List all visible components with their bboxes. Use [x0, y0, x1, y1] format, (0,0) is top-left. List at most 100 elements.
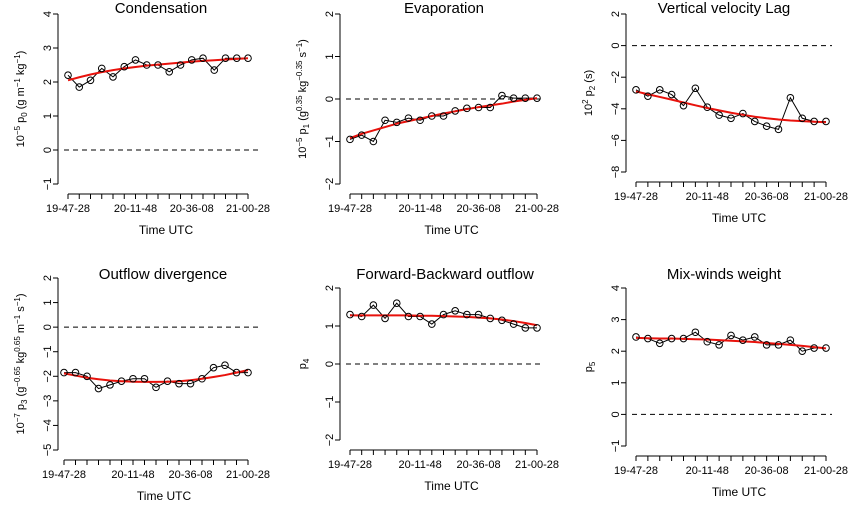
y-axis-label: p4 [297, 358, 311, 369]
data-point [739, 109, 747, 118]
y-tick-label: 0 [324, 96, 336, 102]
data-point [786, 336, 795, 344]
data-point [428, 320, 436, 328]
data-point [632, 333, 640, 341]
data-point [109, 73, 117, 81]
data-point [822, 344, 830, 352]
data-point [533, 324, 541, 332]
data-point [210, 66, 219, 74]
x-tick-label: 20-36-08 [457, 459, 501, 471]
y-tick-label: −1 [324, 396, 336, 409]
y-axis-label: 102 p2 (s) [581, 70, 597, 116]
data-point [232, 54, 241, 63]
chart-panel: Forward-Backward outflow −2 −1 0 1 2 19-47-28 2… [297, 266, 559, 493]
data-point [750, 333, 759, 341]
data-point [357, 312, 366, 321]
data-point [244, 54, 252, 63]
data-point [60, 368, 68, 377]
data-point [644, 334, 652, 343]
data-point [381, 116, 389, 125]
chart-panel: Condensation −1 0 1 2 3 4 19-47-28 20-11-48 20-36… [13, 0, 270, 237]
data-point [451, 107, 459, 115]
data-point [498, 316, 506, 325]
data-point [381, 314, 389, 323]
y-axis-label: 10−5 p1 (g0.35 kg−0.35 s−1) [295, 39, 311, 159]
data-point [810, 344, 818, 352]
data-point [439, 112, 448, 120]
data-point [679, 334, 688, 343]
y-tick-label: 0 [610, 43, 622, 49]
chart-panel: Outflow divergence −5 −4 −3 −2 −1 0 1 2 19-47-28 2… [13, 266, 270, 503]
data-point [798, 347, 807, 356]
data-point [244, 368, 252, 377]
data-point [154, 61, 162, 69]
data-point [451, 307, 459, 315]
x-tick-label: 19-47-28 [46, 203, 90, 215]
data-point [463, 310, 471, 319]
x-tick-label: 21-00-28 [515, 459, 559, 471]
y-tick-label: 1 [324, 323, 336, 329]
x-axis-label: Time UTC [712, 211, 767, 225]
chart-panel: Vertical velocity Lag −8 −6 −4 −2 0 2 19-47-28 2… [581, 0, 848, 225]
data-point [533, 94, 541, 102]
data-point [129, 374, 137, 383]
x-tick-label: 20-36-08 [457, 203, 501, 215]
data-point [140, 374, 149, 383]
y-tick-label: 2 [324, 285, 336, 291]
data-point [655, 86, 664, 94]
data-point [810, 117, 818, 126]
data-point [165, 68, 174, 76]
y-tick-label: −3 [42, 395, 54, 408]
y-axis-label: p5 [583, 361, 597, 372]
data-point [774, 341, 783, 349]
data-point [416, 116, 424, 125]
data-point [117, 377, 126, 386]
data-point [142, 61, 151, 69]
observed-line [349, 302, 537, 329]
x-axis-label: Time UTC [139, 223, 194, 237]
y-tick-label: 2 [610, 11, 622, 17]
data-point [703, 337, 712, 346]
data-point [97, 64, 106, 73]
data-point [521, 94, 530, 102]
data-point [416, 312, 424, 321]
y-tick-label: 2 [610, 348, 622, 354]
y-tick-label: 0 [42, 147, 54, 153]
y-tick-label: 0 [324, 361, 336, 367]
y-tick-label: 4 [42, 11, 54, 17]
y-tick-label: −6 [610, 134, 622, 147]
data-point [357, 131, 366, 139]
x-tick-label: 20-36-08 [170, 203, 214, 215]
x-tick-label: 19-47-28 [328, 203, 372, 215]
y-tick-label: 0 [42, 324, 54, 330]
data-point [667, 90, 676, 99]
y-axis-label: 10−7 p3 (g−0.65 kg0.65 m−1 s−1) [13, 293, 29, 434]
y-tick-label: −2 [610, 71, 622, 84]
data-point [120, 62, 129, 71]
fitted-line [635, 90, 827, 124]
data-point [632, 86, 640, 94]
y-tick-label: −1 [324, 135, 336, 148]
data-point [71, 368, 80, 377]
data-point [774, 125, 783, 134]
data-point [498, 91, 506, 100]
y-tick-label: 2 [42, 79, 54, 85]
x-tick-label: 21-00-28 [226, 203, 270, 215]
fitted-line [635, 336, 827, 350]
data-point [486, 314, 495, 323]
data-point [822, 117, 830, 126]
chart-panel: Mix-winds weight −1 0 1 2 3 4 19-47-28 20-11-48 2… [583, 266, 848, 499]
data-point [509, 320, 518, 328]
data-point [232, 368, 241, 377]
data-point [521, 324, 530, 332]
x-axis-label: Time UTC [137, 489, 192, 503]
chart-title: Mix-winds weight [667, 266, 782, 283]
fitted-line [350, 314, 538, 327]
data-point [715, 341, 723, 349]
data-point [439, 310, 448, 319]
data-point [667, 334, 676, 343]
data-point [798, 114, 807, 123]
x-tick-label: 21-00-28 [515, 203, 559, 215]
data-point [392, 299, 401, 308]
